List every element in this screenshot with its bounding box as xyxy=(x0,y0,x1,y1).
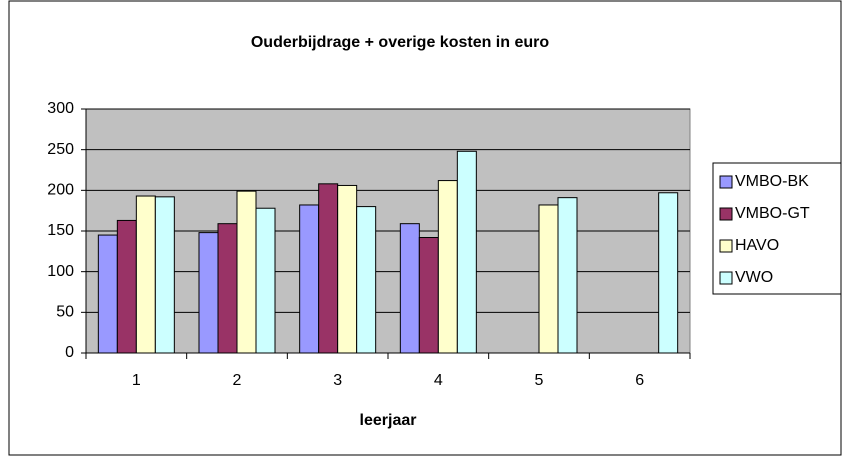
y-tick-label: 300 xyxy=(47,100,74,117)
bar xyxy=(299,204,320,354)
x-tick-label: 6 xyxy=(635,372,644,389)
x-tick-label: 5 xyxy=(535,372,544,389)
bar xyxy=(135,195,156,354)
y-tick-label: 100 xyxy=(47,263,74,280)
bar xyxy=(198,232,219,354)
legend-swatch xyxy=(719,239,733,253)
legend-swatch xyxy=(719,207,733,221)
legend-swatch xyxy=(719,175,733,189)
legend-box xyxy=(712,162,842,295)
x-axis-label: leerjaar xyxy=(360,412,417,429)
bar xyxy=(318,183,339,354)
bar xyxy=(437,180,458,354)
y-tick-label: 50 xyxy=(56,304,74,321)
bar xyxy=(97,234,118,354)
x-tick-label: 4 xyxy=(434,372,443,389)
legend-label: VWO xyxy=(735,269,773,286)
x-tick-label: 1 xyxy=(132,372,141,389)
legend-label: VMBO-BK xyxy=(735,173,809,190)
legend-label: HAVO xyxy=(735,237,779,254)
legend-label: VMBO-GT xyxy=(735,205,810,222)
bar xyxy=(399,223,420,354)
bar xyxy=(217,223,238,354)
bar xyxy=(356,206,377,354)
y-tick-label: 0 xyxy=(65,344,74,361)
bar xyxy=(255,207,276,354)
bar xyxy=(337,184,358,354)
y-tick-label: 200 xyxy=(47,182,74,199)
x-tick-label: 2 xyxy=(233,372,242,389)
bar xyxy=(418,237,439,354)
x-tick-label: 3 xyxy=(333,372,342,389)
bar xyxy=(538,204,559,354)
legend-swatch xyxy=(719,271,733,285)
y-tick-label: 150 xyxy=(47,222,74,239)
bar xyxy=(456,150,477,354)
bar xyxy=(557,197,578,354)
bar xyxy=(658,192,679,354)
bar xyxy=(154,196,175,354)
bar xyxy=(236,190,257,354)
bar xyxy=(116,219,137,354)
y-tick-label: 250 xyxy=(47,141,74,158)
chart-title: Ouderbijdrage + overige kosten in euro xyxy=(251,34,550,51)
